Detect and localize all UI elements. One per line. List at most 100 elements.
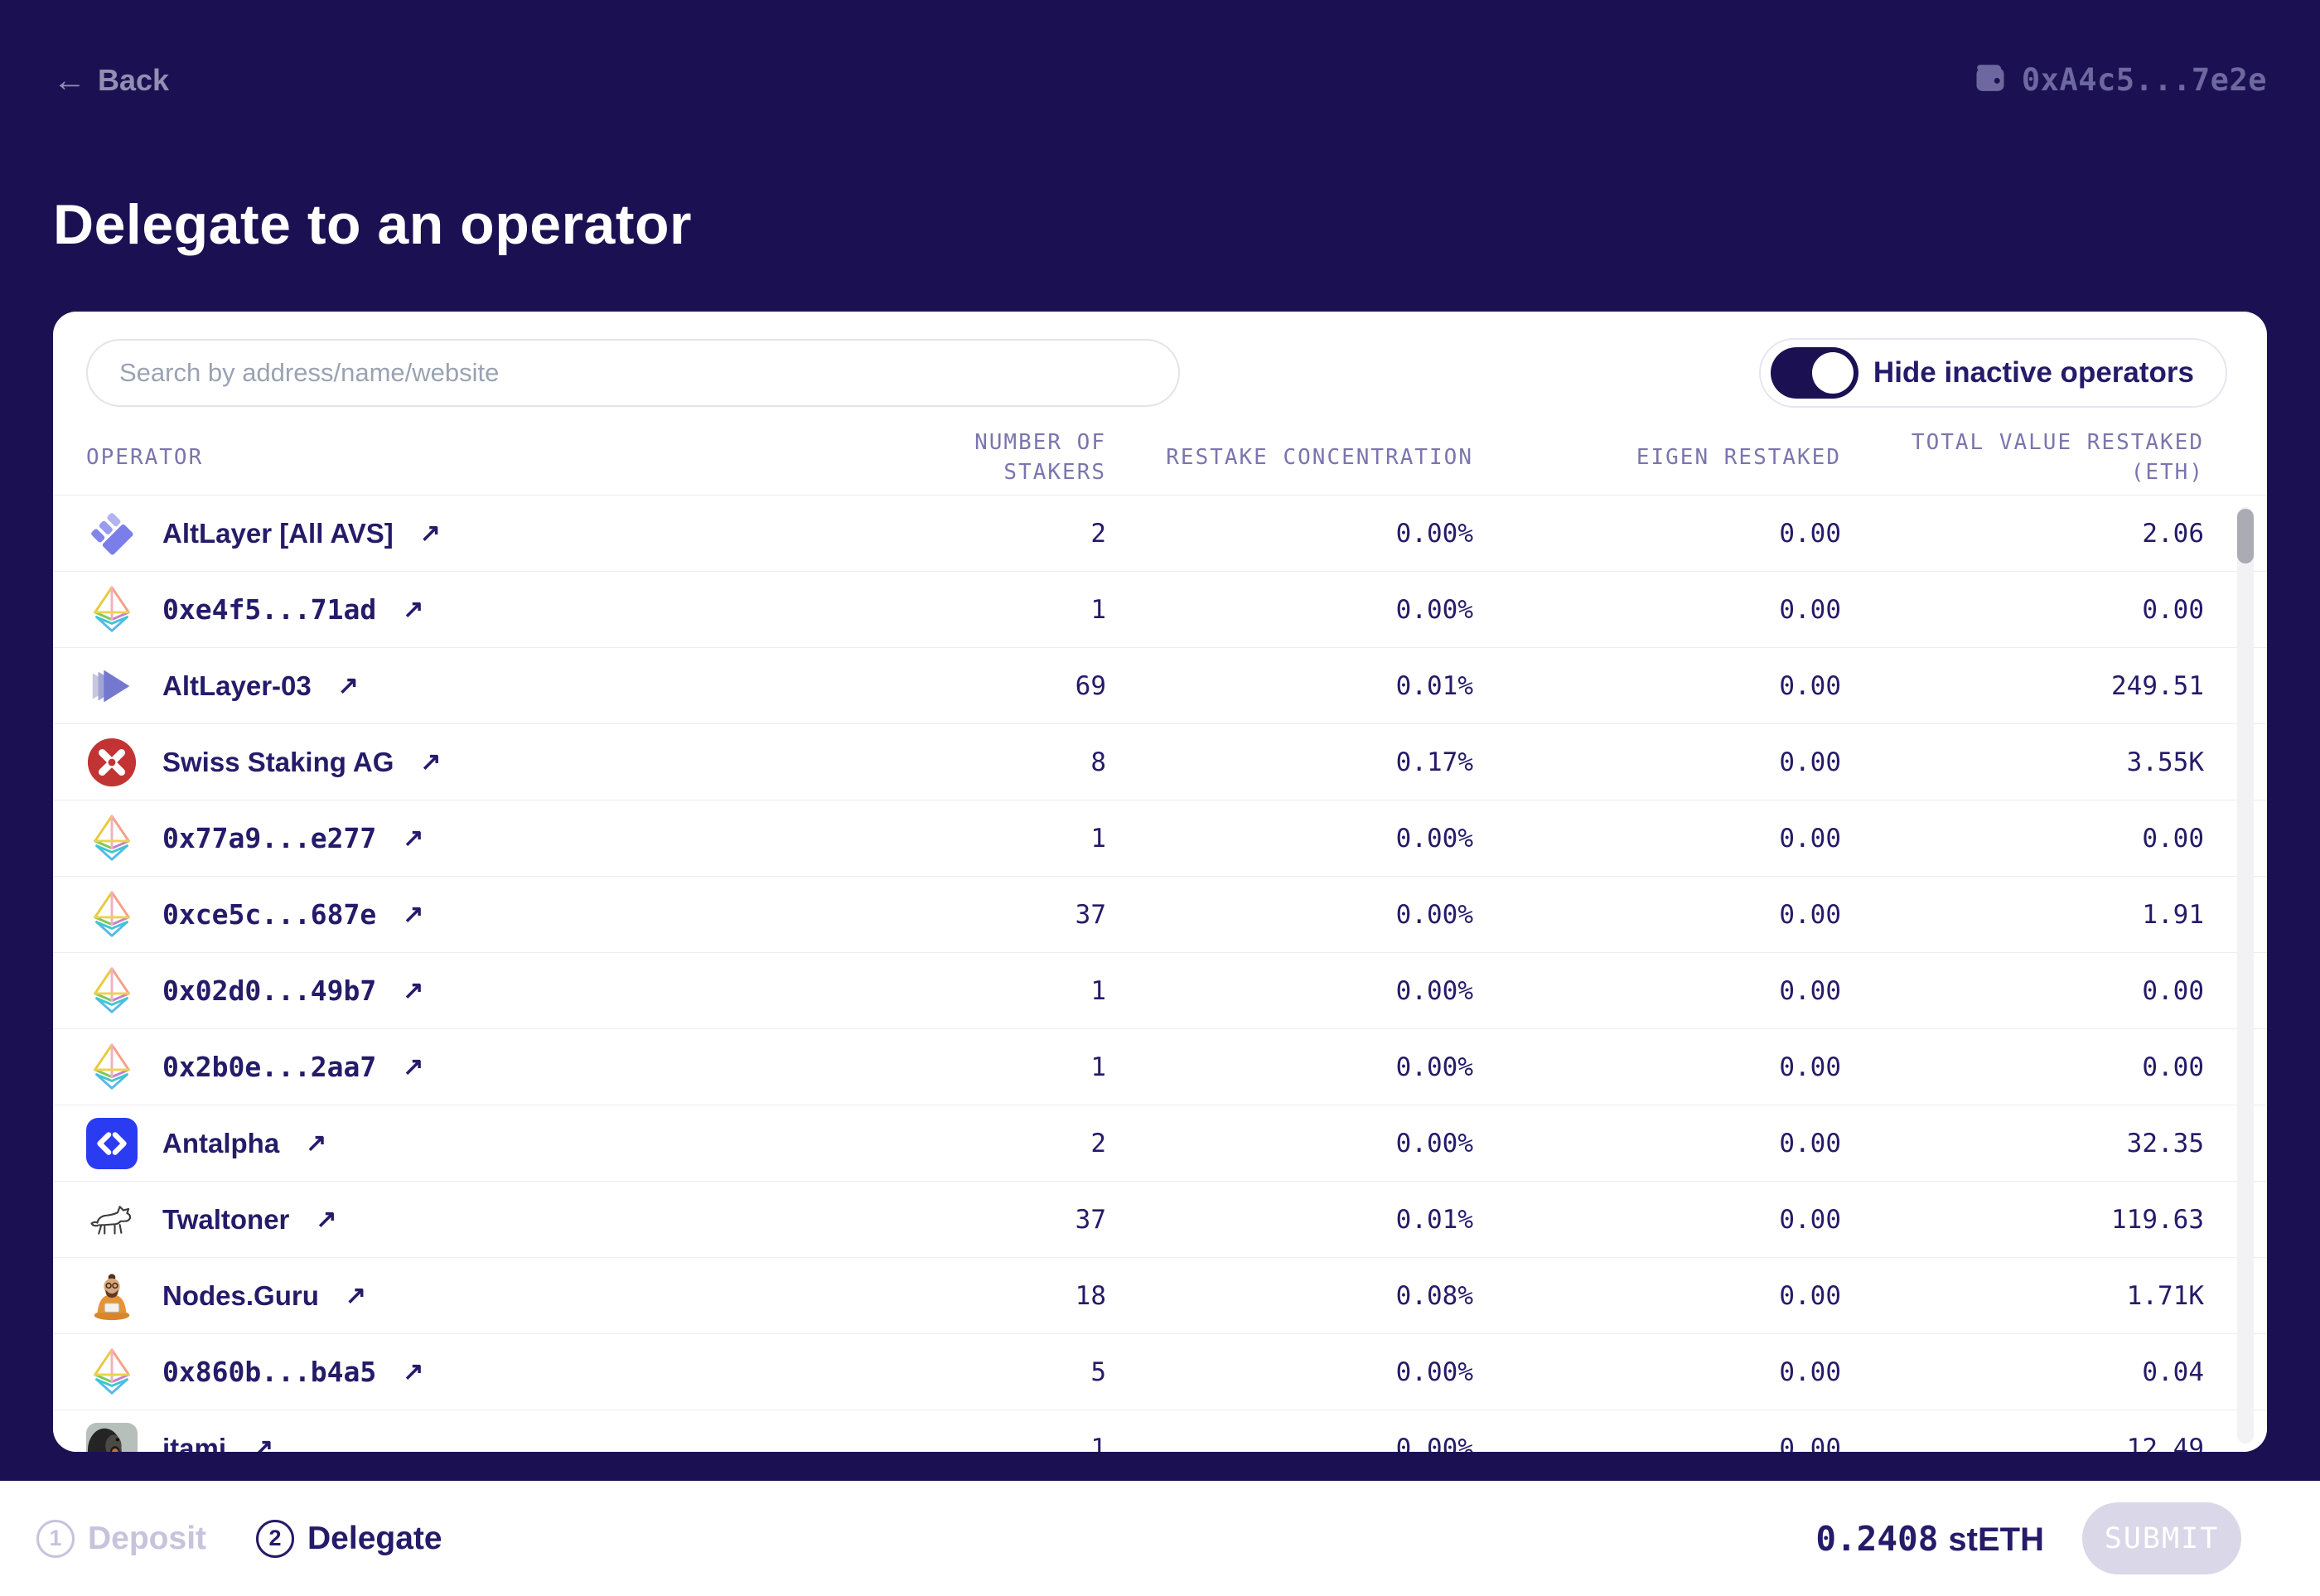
operator-table-card: Hide inactive operators OPERATOR NUMBER O…: [53, 312, 2267, 1452]
operator-name[interactable]: Swiss Staking AG: [162, 746, 394, 777]
operator-name[interactable]: itami: [162, 1432, 227, 1453]
operator-name[interactable]: 0x02d0...49b7: [162, 975, 377, 1007]
table-row[interactable]: Twaltoner ↗ 37 0.01% 0.00 119.63: [53, 1182, 2267, 1258]
toggle-label: Hide inactive operators: [1873, 356, 2194, 389]
back-arrow-icon: ←: [53, 61, 86, 99]
column-header: OPERATOR: [86, 444, 204, 470]
eigen-restaked-value: 0.00: [1779, 518, 1841, 549]
external-link-icon[interactable]: ↗: [420, 748, 442, 776]
restake-concentration-value: 0.00%: [1395, 518, 1473, 549]
operator-cell: 0x02d0...49b7 ↗: [86, 965, 907, 1017]
step-indicator: 1 Deposit 2 Delegate: [36, 1519, 442, 1558]
operator-cell: Antalpha ↗: [86, 1117, 907, 1169]
operator-name[interactable]: 0xe4f5...71ad: [162, 593, 377, 626]
table-row[interactable]: AltLayer-03 ↗ 69 0.01% 0.00 249.51: [53, 648, 2267, 724]
eigen-restaked-value: 0.00: [1779, 823, 1841, 854]
external-link-icon[interactable]: ↗: [403, 1053, 424, 1081]
table-row[interactable]: 0x02d0...49b7 ↗ 1 0.00% 0.00 0.00: [53, 953, 2267, 1029]
external-link-icon[interactable]: ↗: [337, 672, 359, 699]
table-row[interactable]: Swiss Staking AG ↗ 8 0.17% 0.00 3.55K: [53, 724, 2267, 800]
total-value-restaked-value: 249.51: [2111, 670, 2204, 701]
submit-button[interactable]: SUBMIT: [2082, 1502, 2241, 1574]
toggle-switch-icon[interactable]: [1770, 347, 1858, 399]
operator-cell: AltLayer [All AVS] ↗: [86, 508, 907, 559]
external-link-icon[interactable]: ↗: [345, 1282, 366, 1309]
wallet-address: 0xA4c5...7e2e: [2021, 62, 2267, 98]
external-link-icon[interactable]: ↗: [306, 1129, 327, 1157]
operator-cell: 0x860b...b4a5 ↗: [86, 1347, 907, 1398]
operator-cell: Twaltoner ↗: [86, 1194, 907, 1245]
eigen-restaked-value: 0.00: [1779, 975, 1841, 1006]
step-label: Deposit: [88, 1520, 207, 1556]
table-row[interactable]: 0x2b0e...2aa7 ↗ 1 0.00% 0.00 0.00: [53, 1029, 2267, 1105]
total-value-restaked-value: 0.00: [2142, 594, 2204, 625]
table-row[interactable]: Antalpha ↗ 2 0.00% 0.00 32.35: [53, 1105, 2267, 1182]
antalpha-logo: [86, 1117, 138, 1169]
total-value-restaked-value: 0.00: [2142, 1052, 2204, 1082]
restake-concentration-value: 0.17%: [1395, 747, 1473, 777]
eigen-restaked-value: 0.00: [1779, 594, 1841, 625]
scrollbar-track[interactable]: [2237, 507, 2254, 1444]
eigen-restaked-value: 0.00: [1779, 1204, 1841, 1235]
stakers-value: 8: [1090, 747, 1106, 777]
eigen-restaked-value: 0.00: [1779, 1052, 1841, 1082]
altlayer-03-logo: [86, 660, 138, 712]
operator-cell: 0x2b0e...2aa7 ↗: [86, 1042, 907, 1093]
external-link-icon[interactable]: ↗: [253, 1434, 274, 1452]
wallet-chip[interactable]: 0xA4c5...7e2e: [1972, 60, 2267, 100]
operator-name[interactable]: 0xce5c...687e: [162, 898, 377, 931]
itami-avatar: [86, 1422, 138, 1452]
back-label: Back: [98, 62, 170, 97]
operator-cell: AltLayer-03 ↗: [86, 660, 907, 712]
table-row[interactable]: AltLayer [All AVS] ↗ 2 0.00% 0.00 2.06: [53, 496, 2267, 572]
hide-inactive-toggle[interactable]: Hide inactive operators: [1758, 338, 2227, 408]
column-header: NUMBER OF STAKERS: [974, 430, 1106, 485]
restake-concentration-value: 0.01%: [1395, 1204, 1473, 1235]
back-button[interactable]: ← Back: [53, 63, 169, 98]
total-value-restaked-value: 12.49: [2126, 1433, 2204, 1453]
table-row[interactable]: 0xe4f5...71ad ↗ 1 0.00% 0.00 0.00: [53, 572, 2267, 648]
restake-concentration-value: 0.08%: [1395, 1280, 1473, 1311]
table-row[interactable]: itami ↗ 1 0.00% 0.00 12.49: [53, 1410, 2267, 1452]
external-link-icon[interactable]: ↗: [403, 1358, 424, 1386]
altlayer-avs-logo: [86, 508, 138, 559]
total-value-restaked-value: 0.04: [2142, 1357, 2204, 1387]
table-row[interactable]: 0x860b...b4a5 ↗ 5 0.00% 0.00 0.04: [53, 1334, 2267, 1410]
operator-cell: itami ↗: [86, 1422, 907, 1453]
operator-name[interactable]: Twaltoner: [162, 1203, 290, 1235]
operator-cell: 0xce5c...687e ↗: [86, 889, 907, 941]
external-link-icon[interactable]: ↗: [316, 1206, 337, 1233]
table-body: AltLayer [All AVS] ↗ 2 0.00% 0.00 2.06 0xe4f5.…: [53, 496, 2267, 1452]
operator-name[interactable]: Antalpha: [162, 1127, 280, 1158]
operator-name[interactable]: AltLayer [All AVS]: [162, 517, 394, 549]
operator-name[interactable]: Nodes.Guru: [162, 1279, 319, 1311]
step-delegate[interactable]: 2 Delegate: [256, 1519, 442, 1558]
external-link-icon[interactable]: ↗: [403, 901, 424, 928]
operator-name[interactable]: 0x77a9...e277: [162, 822, 377, 854]
external-link-icon[interactable]: ↗: [403, 825, 424, 852]
column-header: EIGEN RESTAKED: [1636, 444, 1841, 470]
swiss-staking-logo: [86, 737, 138, 788]
external-link-icon[interactable]: ↗: [403, 596, 424, 623]
table-row[interactable]: Nodes.Guru ↗ 18 0.08% 0.00 1.71K: [53, 1258, 2267, 1334]
total-value-restaked-value: 1.71K: [2126, 1280, 2204, 1311]
footer-bar: 1 Deposit 2 Delegate 0.2408 stETH SUBMIT: [0, 1481, 2320, 1596]
external-link-icon[interactable]: ↗: [419, 520, 441, 547]
restake-concentration-value: 0.00%: [1395, 1052, 1473, 1082]
stakers-value: 37: [1075, 899, 1106, 930]
balance: 0.2408 stETH: [1815, 1519, 2044, 1559]
operator-name[interactable]: AltLayer-03: [162, 670, 312, 701]
stakers-value: 1: [1090, 1433, 1106, 1453]
table-row[interactable]: 0xce5c...687e ↗ 37 0.00% 0.00 1.91: [53, 877, 2267, 953]
operator-name[interactable]: 0x2b0e...2aa7: [162, 1051, 377, 1083]
step-deposit[interactable]: 1 Deposit: [36, 1519, 207, 1558]
table-row[interactable]: 0x77a9...e277 ↗ 1 0.00% 0.00 0.00: [53, 800, 2267, 877]
scrollbar-thumb[interactable]: [2237, 509, 2254, 563]
search-input[interactable]: [86, 339, 1180, 407]
total-value-restaked-value: 0.00: [2142, 975, 2204, 1006]
external-link-icon[interactable]: ↗: [403, 977, 424, 1004]
eigen-restaked-value: 0.00: [1779, 1128, 1841, 1158]
restake-concentration-value: 0.00%: [1395, 1433, 1473, 1453]
operator-name[interactable]: 0x860b...b4a5: [162, 1356, 377, 1388]
total-value-restaked-value: 0.00: [2142, 823, 2204, 854]
